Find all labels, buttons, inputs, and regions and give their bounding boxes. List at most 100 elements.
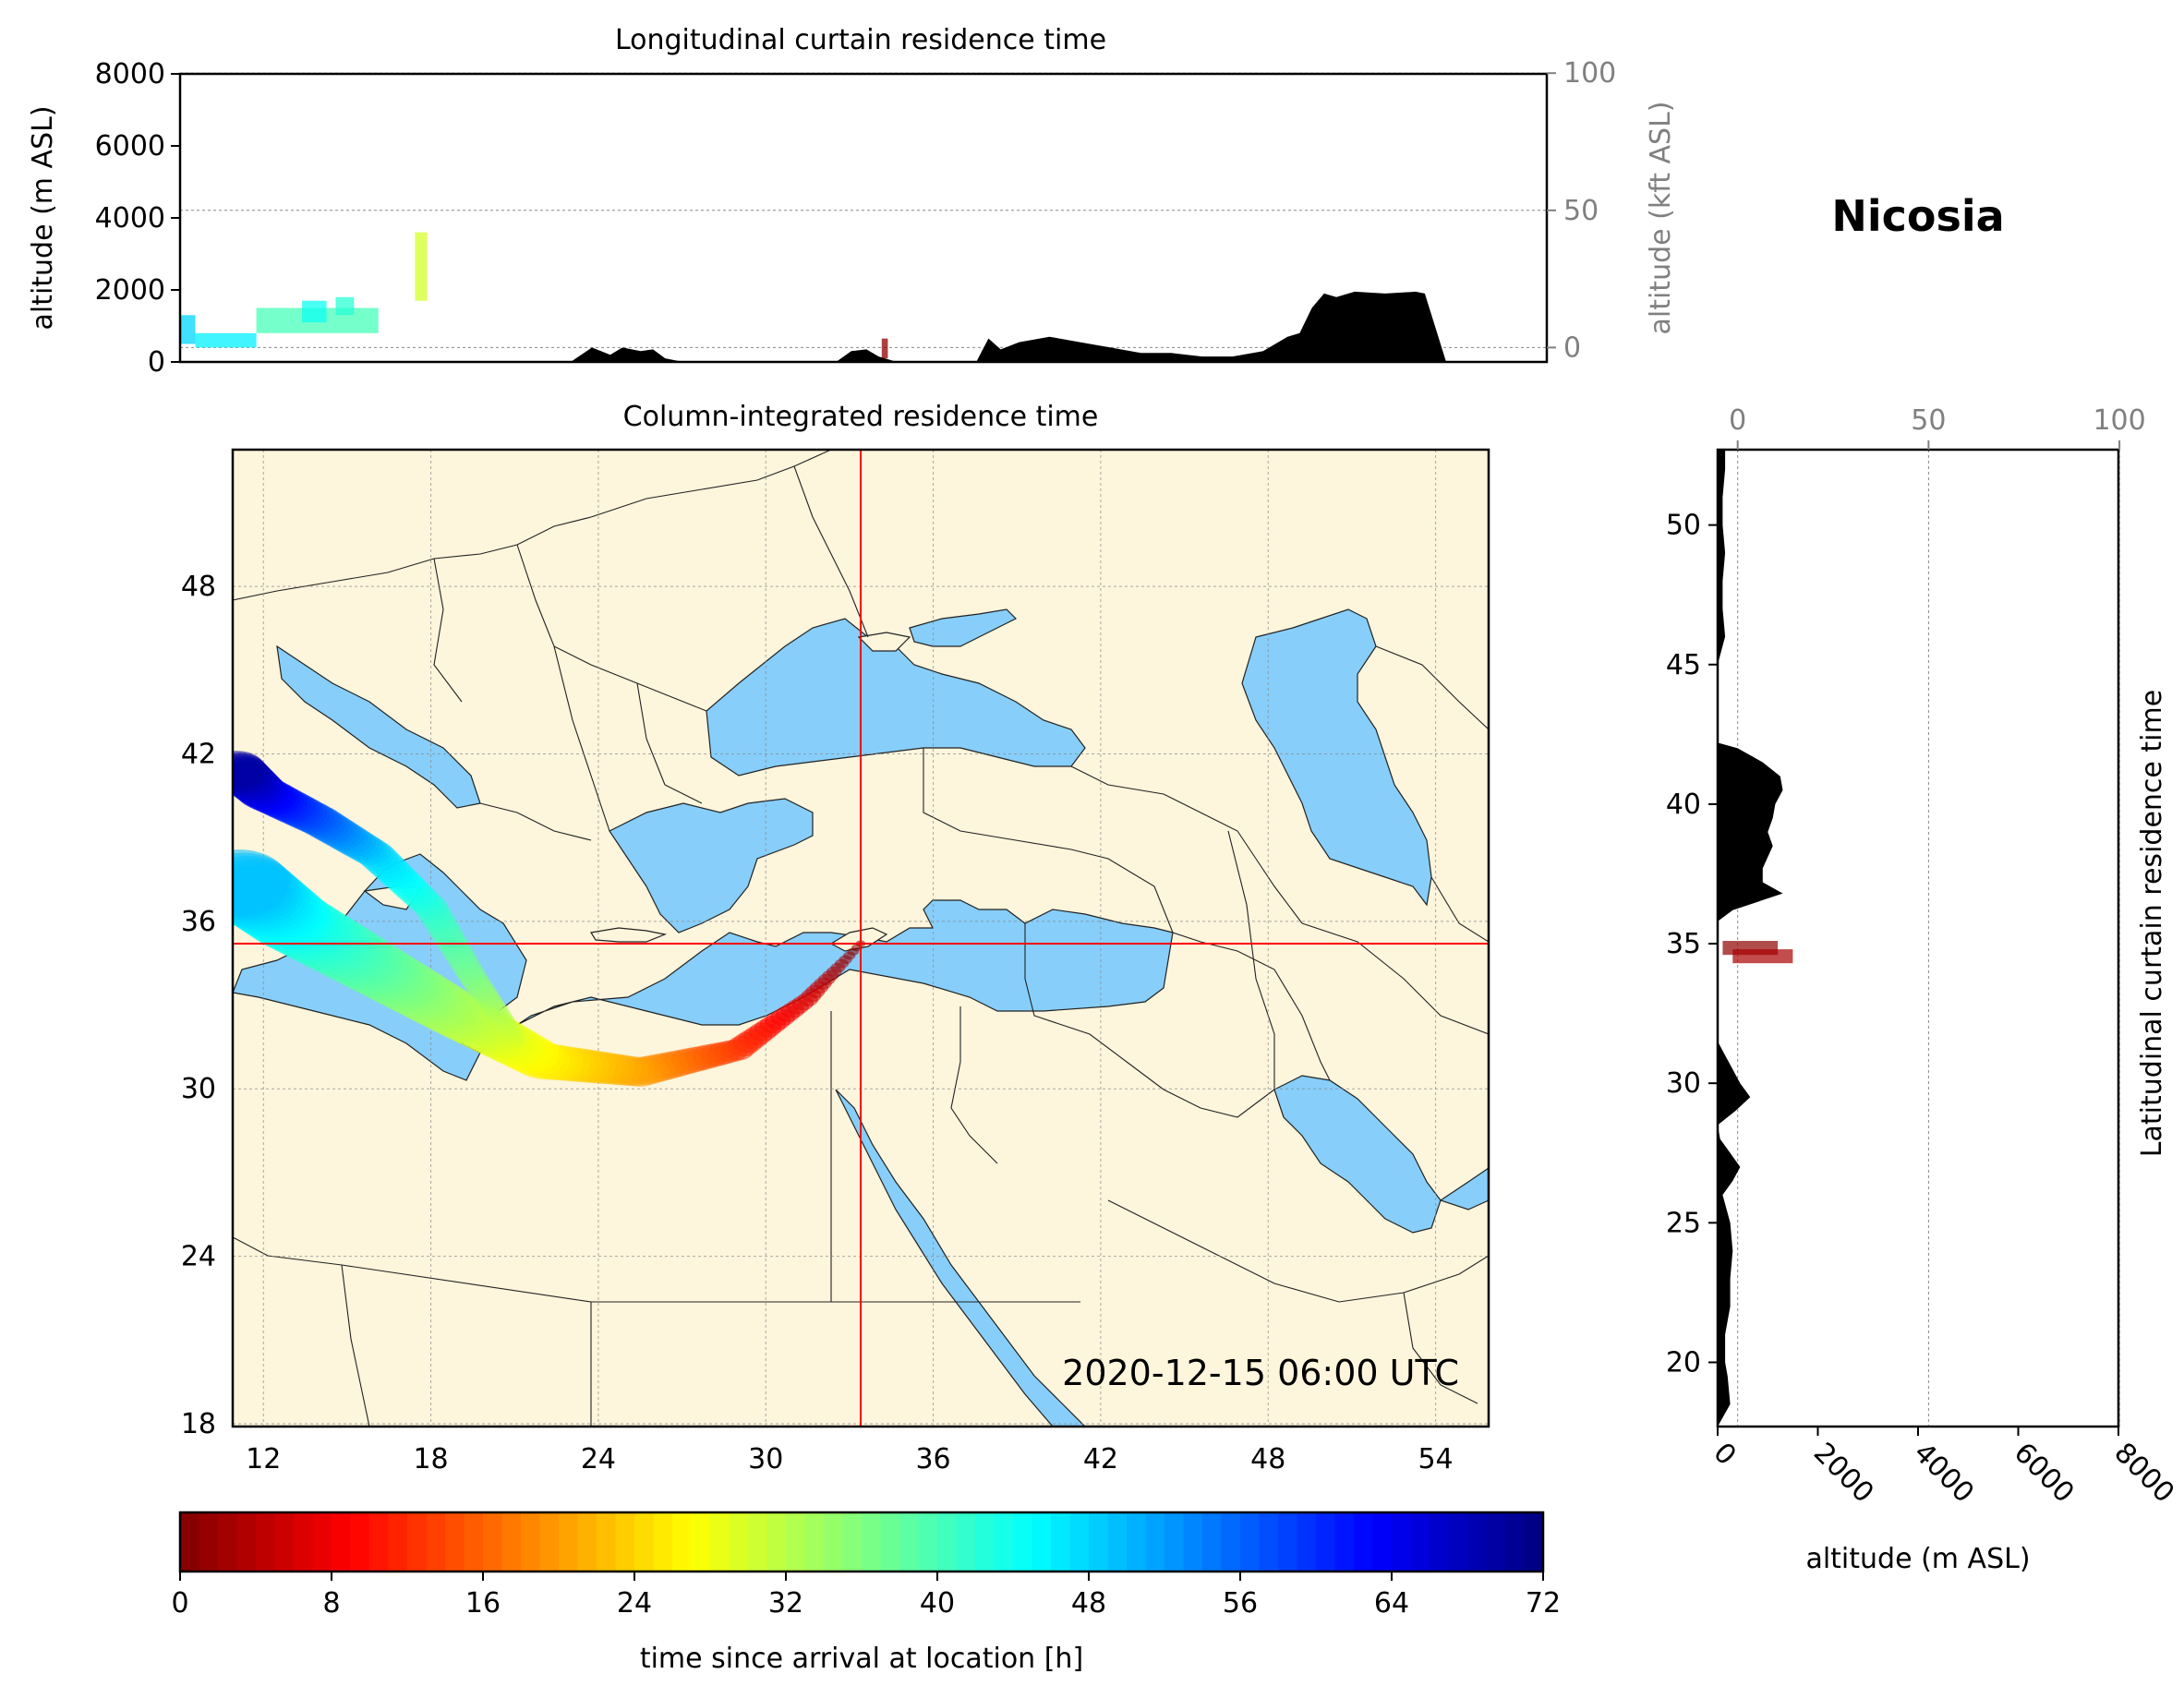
colorbar-cell — [1334, 1512, 1355, 1572]
colorbar-cell — [1164, 1512, 1185, 1572]
longitudinal-ytick-label: 8000 — [95, 58, 165, 90]
colorbar-tick-label: 72 — [1526, 1587, 1561, 1620]
colorbar-cell — [236, 1512, 257, 1572]
colorbar-cell — [1069, 1512, 1090, 1572]
colorbar-cell — [501, 1512, 522, 1572]
longitudinal-right-tick-label: 0 — [1563, 331, 1581, 364]
longitudinal-ytick-label: 2000 — [95, 274, 165, 307]
latitudinal-ytick-label: 45 — [1666, 649, 1701, 681]
colorbar-cell — [634, 1512, 655, 1572]
colorbar-cell — [521, 1512, 541, 1572]
latitudinal-top-tick-label: 50 — [1911, 404, 1946, 437]
latitudinal-top-ticks: 0 50 100 — [1729, 404, 2146, 450]
map-longitude-label: 42 — [1083, 1443, 1118, 1475]
colorbar-cell — [672, 1512, 693, 1572]
colorbar-cell — [1240, 1512, 1261, 1572]
colorbar-ticks: 0 8 16 24 32 40 48 56 64 72 — [171, 1572, 1561, 1620]
colorbar-cell — [350, 1512, 370, 1572]
colorbar-cell — [407, 1512, 428, 1572]
colorbar-cell — [1127, 1512, 1147, 1572]
map-latitude-label: 36 — [181, 906, 216, 938]
colorbar-cell — [539, 1512, 560, 1572]
colorbar-cell — [1316, 1512, 1336, 1572]
colorbar-cell — [937, 1512, 958, 1572]
latitudinal-xlabel: altitude (m ASL) — [1805, 1543, 2030, 1575]
longitudinal-terrain — [180, 291, 1547, 362]
latitudinal-ytick-label: 35 — [1666, 928, 1701, 960]
latitudinal-y-ticks: 20 25 30 35 40 45 50 — [1666, 510, 1718, 1379]
colorbar-cell — [653, 1512, 673, 1572]
colorbar-cell — [388, 1512, 408, 1572]
longitudinal-ylabel: altitude (m ASL) — [27, 105, 59, 330]
caspian-sea — [1241, 608, 1432, 907]
colorbar-tick-label: 48 — [1071, 1587, 1106, 1620]
persian-gulf — [1273, 1075, 1442, 1234]
map-latitude-label: 18 — [181, 1408, 216, 1440]
colorbar-cell — [1202, 1512, 1223, 1572]
colorbar-tick-label: 56 — [1223, 1587, 1258, 1620]
colorbar-cell — [1392, 1512, 1412, 1572]
latitudinal-ytick-label: 25 — [1666, 1207, 1701, 1239]
colorbar-cell — [842, 1512, 863, 1572]
colorbar-cell — [1467, 1512, 1488, 1572]
latitudinal-top-tick-label: 0 — [1729, 404, 1746, 437]
map-longitude-label: 54 — [1418, 1443, 1453, 1475]
aegean-sea — [609, 798, 814, 933]
colorbar-cell — [332, 1512, 352, 1572]
colorbar-tick-label: 8 — [322, 1587, 340, 1620]
colorbar-cell — [615, 1512, 635, 1572]
colorbar-cell — [975, 1512, 995, 1572]
location-title: Nicosia — [1831, 191, 2004, 241]
latitudinal-top-tick-label: 100 — [2093, 404, 2145, 437]
colorbar-cell — [729, 1512, 749, 1572]
colorbar-cell — [218, 1512, 238, 1572]
black-sea — [706, 618, 1086, 777]
map-title: Column-integrated residence time — [623, 401, 1099, 433]
colorbar-cell — [274, 1512, 295, 1572]
map-frame — [231, 448, 1490, 1428]
latitudinal-title: Latitudinal curtain residence time — [2136, 690, 2168, 1157]
colorbar-cell — [1430, 1512, 1450, 1572]
colorbar-cell — [312, 1512, 332, 1572]
latitudinal-ytick-label: 40 — [1666, 789, 1701, 821]
latitudinal-xtick-label: 4000 — [1907, 1437, 1980, 1510]
map-longitude-label: 30 — [748, 1443, 783, 1475]
colorbar-cell — [1410, 1512, 1430, 1572]
map-longitude-label: 24 — [581, 1443, 616, 1475]
latitudinal-plume — [1722, 941, 1793, 964]
colorbar-cell — [1107, 1512, 1128, 1572]
colorbar-cell — [1297, 1512, 1317, 1572]
longitudinal-plume-cell — [195, 332, 257, 348]
latitudinal-ytick-label: 30 — [1666, 1067, 1701, 1100]
longitudinal-plume-cell — [415, 232, 428, 301]
colorbar-cell — [1486, 1512, 1506, 1572]
colorbar-gradient — [180, 1512, 1544, 1572]
colorbar-cell — [748, 1512, 768, 1572]
colorbar-cell — [1448, 1512, 1468, 1572]
trajectory-plume — [233, 751, 866, 1087]
latitudinal-plume-cell — [1732, 949, 1793, 964]
map-longitude-label: 48 — [1250, 1443, 1285, 1475]
longitudinal-right-tick-label: 50 — [1563, 195, 1599, 227]
colorbar-cell — [445, 1512, 465, 1572]
longitudinal-ytick-label: 4000 — [95, 202, 165, 235]
colorbar-cell — [899, 1512, 920, 1572]
colorbar-cell — [1372, 1512, 1393, 1572]
longitudinal-plume — [180, 232, 888, 359]
map-panel: Column-integrated residence time — [181, 401, 1490, 1475]
colorbar-cell — [426, 1512, 446, 1572]
colorbar-tick-label: 40 — [920, 1587, 955, 1620]
latitudinal-xtick-label: 6000 — [2008, 1437, 2081, 1510]
colorbar-cell — [1183, 1512, 1203, 1572]
map-longitude-label: 12 — [246, 1443, 281, 1475]
map-latitude-ticks: 18 24 30 36 42 48 — [181, 571, 216, 1440]
longitudinal-panel: Longitudinal curtain residence time 0 200… — [27, 24, 1677, 379]
colorbar-cell — [691, 1512, 711, 1572]
map-longitude-label: 18 — [413, 1443, 448, 1475]
map-latitude-label: 42 — [181, 738, 216, 770]
colorbar-cell — [1505, 1512, 1526, 1572]
colorbar-tick-label: 24 — [617, 1587, 652, 1620]
longitudinal-plume-cell — [180, 315, 196, 344]
longitudinal-ytick-label: 6000 — [95, 130, 165, 163]
